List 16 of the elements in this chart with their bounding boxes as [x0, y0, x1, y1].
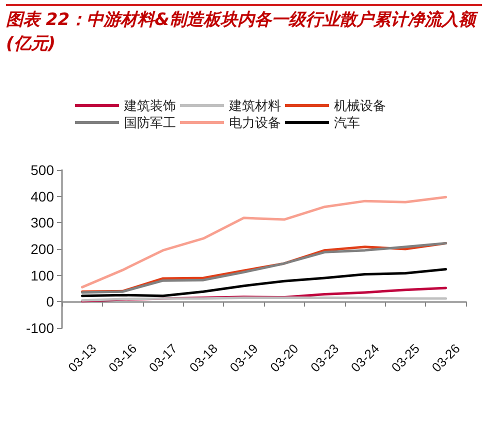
chart-title: 图表 22：中游材料&制造板块内各一级行业散户累计净流入额(亿元) — [6, 9, 480, 56]
y-tick-label: 0 — [46, 294, 54, 310]
y-tick-label: -100 — [26, 320, 54, 336]
line-series — [80, 196, 448, 288]
legend-label: 机械设备 — [334, 98, 386, 113]
y-tick-label: 300 — [30, 214, 54, 231]
legend-label: 汽车 — [334, 115, 360, 130]
legend-label: 建筑材料 — [228, 98, 281, 113]
y-tick-label: 500 — [30, 162, 54, 178]
line-series — [80, 268, 448, 298]
y-tick-label: 400 — [30, 188, 54, 204]
y-tick-label: 100 — [30, 267, 54, 284]
legend-label: 建筑装饰 — [123, 98, 176, 113]
legend-label: 国防军工 — [124, 115, 176, 130]
legend-label: 电力设备 — [229, 115, 281, 130]
y-tick-label: 200 — [30, 241, 54, 257]
